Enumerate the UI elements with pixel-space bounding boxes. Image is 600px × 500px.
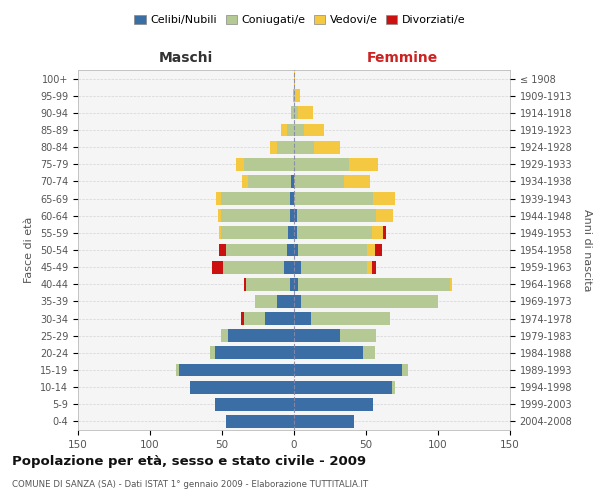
Bar (367, 244, 374, 256)
Bar (376, 210, 394, 222)
Bar (294, 364, 402, 376)
Bar (294, 398, 373, 410)
Bar (301, 260, 367, 274)
Bar (211, 346, 215, 360)
Bar (294, 175, 344, 188)
Bar (223, 260, 284, 274)
Bar (298, 106, 313, 120)
Bar (340, 330, 376, 342)
Bar (290, 192, 294, 205)
Bar (291, 175, 294, 188)
Bar (294, 140, 314, 153)
Bar (244, 312, 265, 325)
Bar (294, 415, 355, 428)
Y-axis label: Anni di nascita: Anni di nascita (582, 209, 592, 291)
Bar (293, 90, 294, 102)
Bar (304, 124, 324, 136)
Bar (449, 278, 452, 290)
Bar (190, 380, 294, 394)
Bar (374, 244, 382, 256)
Bar (294, 260, 301, 274)
Bar (402, 364, 408, 376)
Bar (344, 175, 370, 188)
Bar (284, 260, 294, 274)
Bar (219, 244, 226, 256)
Bar (215, 398, 294, 410)
Bar (244, 278, 247, 290)
Bar (294, 106, 298, 120)
Bar (298, 244, 367, 256)
Bar (294, 295, 301, 308)
Bar (176, 364, 179, 376)
Bar (216, 192, 221, 205)
Bar (212, 260, 223, 274)
Bar (219, 226, 221, 239)
Bar (226, 415, 294, 428)
Bar (383, 226, 386, 239)
Bar (295, 90, 300, 102)
Bar (277, 295, 294, 308)
Bar (221, 210, 290, 222)
Bar (294, 244, 298, 256)
Bar (349, 158, 377, 170)
Bar (294, 226, 297, 239)
Bar (294, 158, 349, 170)
Bar (255, 295, 277, 308)
Bar (287, 124, 294, 136)
Bar (248, 175, 291, 188)
Bar (242, 175, 248, 188)
Bar (287, 244, 294, 256)
Bar (215, 346, 294, 360)
Bar (221, 226, 288, 239)
Bar (294, 124, 304, 136)
Bar (294, 72, 295, 85)
Bar (294, 210, 297, 222)
Bar (392, 380, 395, 394)
Y-axis label: Fasce di età: Fasce di età (25, 217, 34, 283)
Bar (294, 192, 373, 205)
Bar (281, 124, 287, 136)
Bar (314, 140, 340, 153)
Bar (294, 90, 295, 102)
Bar (291, 106, 294, 120)
Text: COMUNE DI SANZA (SA) - Dati ISTAT 1° gennaio 2009 - Elaborazione TUTTITALIA.IT: COMUNE DI SANZA (SA) - Dati ISTAT 1° gen… (12, 480, 368, 489)
Bar (363, 346, 374, 360)
Bar (373, 192, 395, 205)
Bar (277, 140, 294, 153)
Bar (372, 260, 376, 274)
Bar (311, 312, 391, 325)
Bar (367, 260, 372, 274)
Bar (290, 210, 294, 222)
Bar (294, 380, 392, 394)
Text: Maschi: Maschi (159, 51, 213, 65)
Text: Femmine: Femmine (367, 51, 437, 65)
Bar (269, 140, 277, 153)
Bar (221, 330, 228, 342)
Bar (247, 278, 290, 290)
Bar (294, 346, 363, 360)
Bar (372, 226, 383, 239)
Bar (226, 244, 287, 256)
Bar (228, 330, 294, 342)
Bar (294, 312, 311, 325)
Legend: Celibi/Nubili, Coniugati/e, Vedovi/e, Divorziati/e: Celibi/Nubili, Coniugati/e, Vedovi/e, Di… (130, 10, 470, 29)
Bar (298, 278, 449, 290)
Bar (288, 226, 294, 239)
Bar (294, 330, 340, 342)
Bar (265, 312, 294, 325)
Bar (179, 364, 294, 376)
Bar (218, 210, 221, 222)
Bar (290, 278, 294, 290)
Text: Popolazione per età, sesso e stato civile - 2009: Popolazione per età, sesso e stato civil… (12, 455, 366, 468)
Bar (244, 158, 294, 170)
Bar (297, 210, 376, 222)
Bar (294, 278, 298, 290)
Bar (221, 192, 290, 205)
Bar (301, 295, 438, 308)
Bar (241, 312, 244, 325)
Bar (297, 226, 372, 239)
Bar (236, 158, 244, 170)
